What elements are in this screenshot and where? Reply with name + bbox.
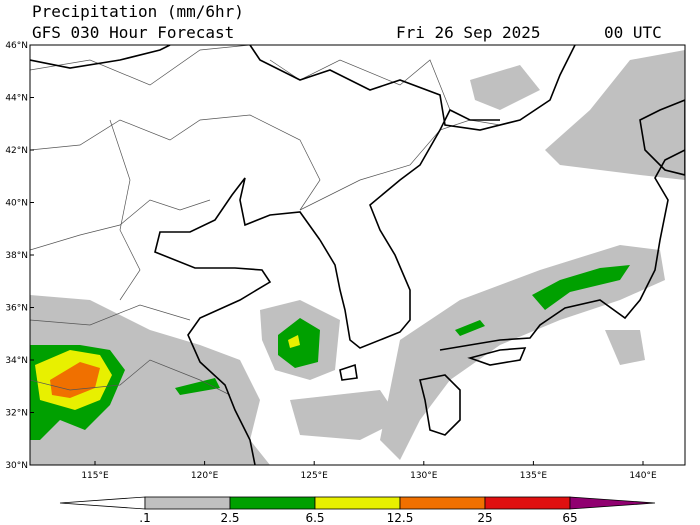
colorbar-segment (229, 496, 316, 510)
colorbar-segment (484, 496, 571, 510)
colorbar-label: 65 (562, 511, 577, 525)
lon-label: 135°E (520, 471, 548, 481)
colorbar-low (59, 496, 146, 510)
colorbar-label: 12.5 (387, 511, 414, 525)
lat-label: 40°N (5, 199, 28, 209)
lon-label: 125°E (301, 471, 329, 481)
colorbar-segment (144, 496, 231, 510)
time: 00 UTC (604, 23, 662, 42)
lat-label: 32°N (5, 409, 28, 419)
colorbar-label: .1 (139, 511, 150, 525)
colorbar-label: 25 (477, 511, 492, 525)
date: Fri 26 Sep 2025 (396, 23, 541, 42)
colorbar-high (569, 496, 656, 510)
precip-orange (50, 362, 100, 398)
lon-label: 140°E (629, 471, 657, 481)
lon-label: 115°E (81, 471, 109, 481)
title: Precipitation (mm/6hr) (32, 2, 244, 21)
colorbar-segment (399, 496, 486, 510)
colorbar-segment (314, 496, 401, 510)
lat-label: 38°N (5, 251, 28, 261)
lat-label: 44°N (5, 94, 28, 104)
colorbar-label: 6.5 (305, 511, 324, 525)
subtitle: GFS 030 Hour Forecast (32, 23, 234, 42)
colorbar-label: 2.5 (220, 511, 239, 525)
lat-label: 34°N (5, 356, 28, 366)
map-area (29, 44, 686, 466)
lat-label: 42°N (5, 146, 28, 156)
lat-label: 46°N (5, 41, 28, 51)
coastlines (30, 45, 685, 465)
lat-label: 30°N (5, 461, 28, 471)
lon-label: 130°E (410, 471, 438, 481)
precip-gray (30, 50, 685, 465)
lat-label: 36°N (5, 304, 28, 314)
lon-label: 120°E (191, 471, 219, 481)
